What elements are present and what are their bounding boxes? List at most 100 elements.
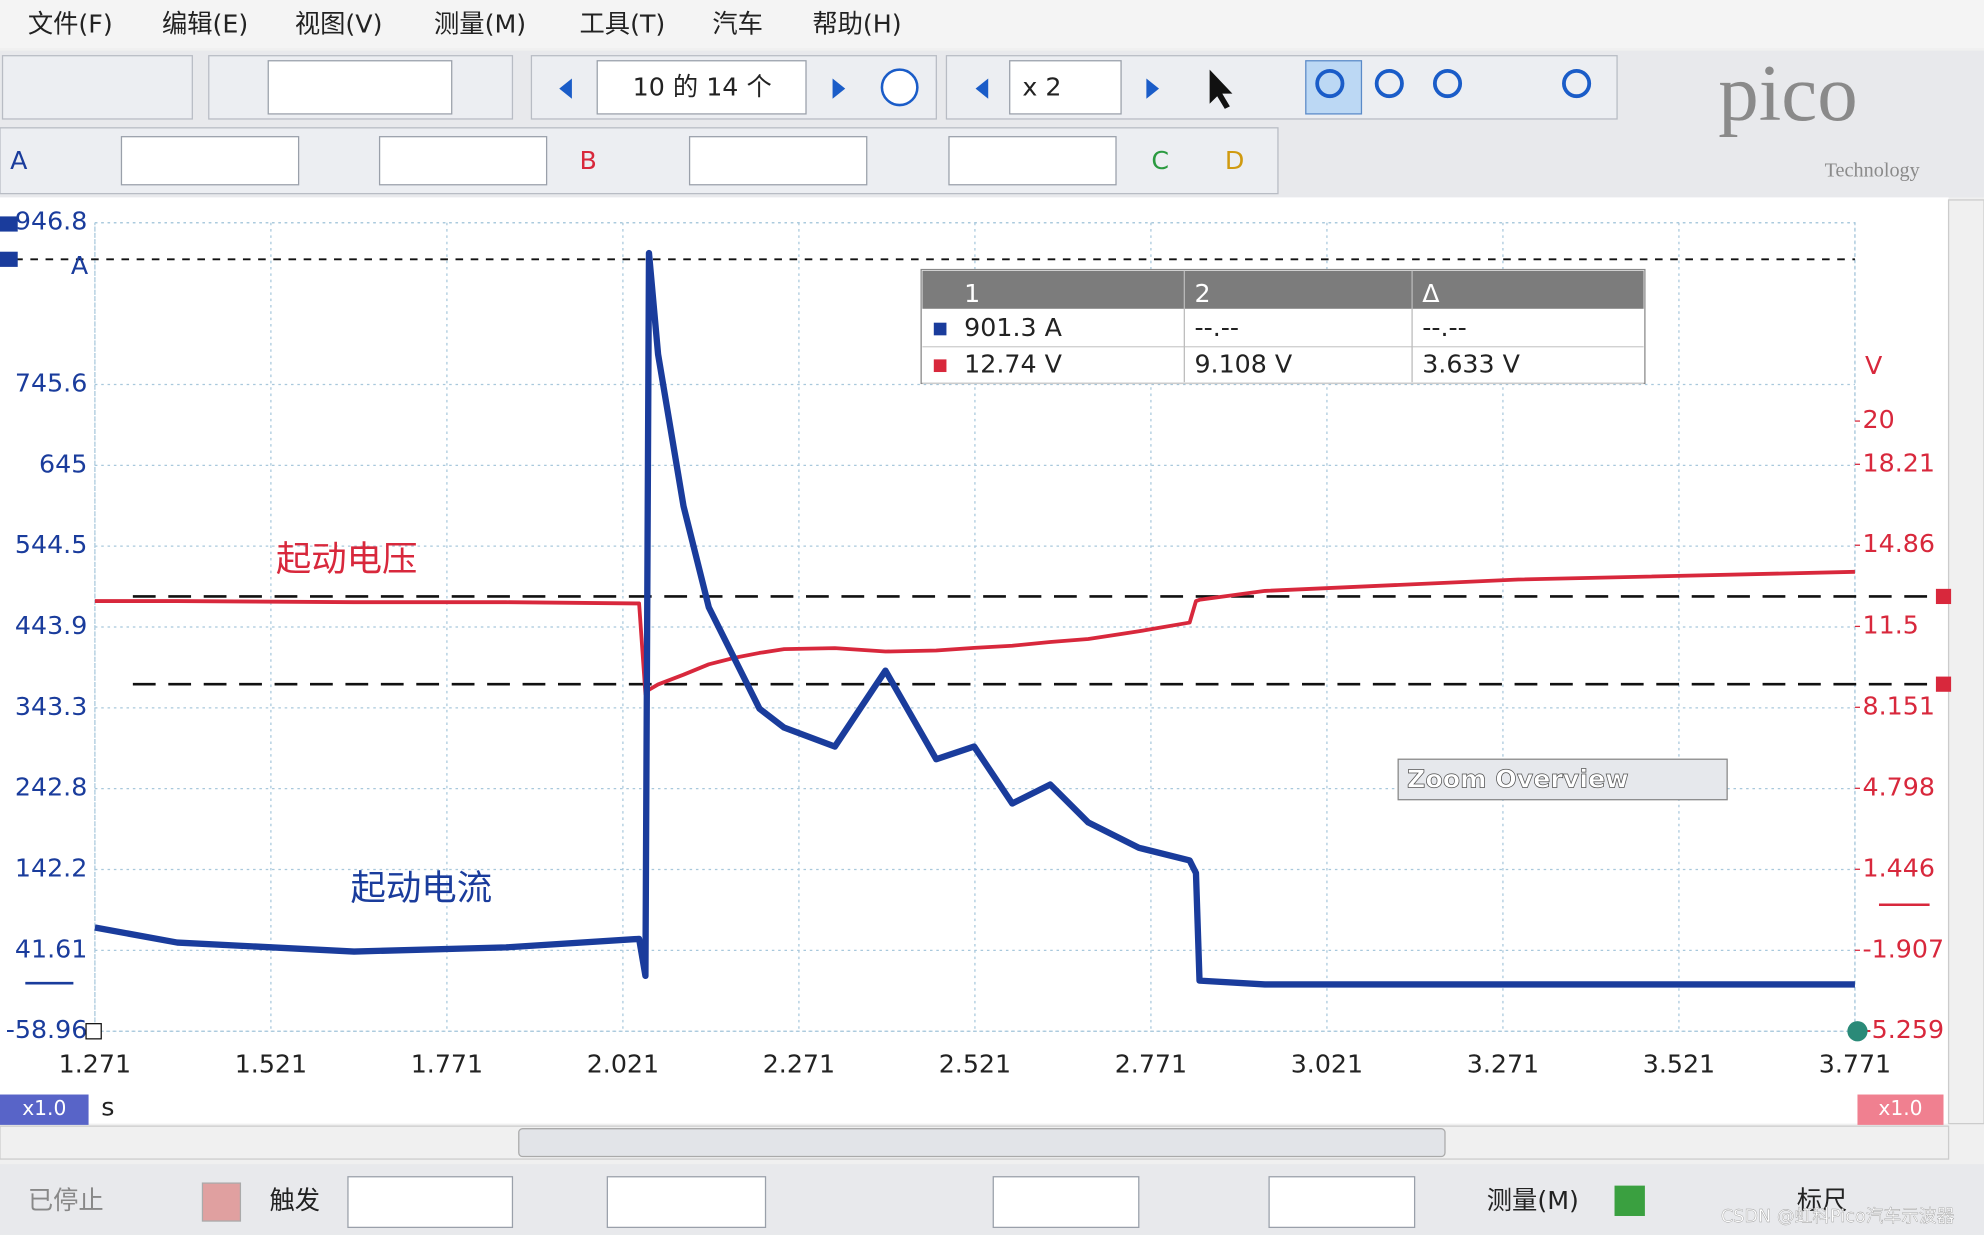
- x-tick-label: 3.521: [1643, 1049, 1715, 1078]
- x-tick-label: 1.521: [235, 1049, 307, 1078]
- y-tick-label: 946.8: [15, 207, 87, 236]
- status-bar: [0, 1164, 1984, 1235]
- measure-col-header: Δ: [1422, 279, 1440, 308]
- channel-button[interactable]: D: [1225, 146, 1244, 175]
- ruler-handle[interactable]: [1935, 588, 1952, 605]
- next[interactable]: [1146, 78, 1160, 99]
- y2-tick-label: -1.907: [1863, 934, 1945, 963]
- scroll-thumb[interactable]: [518, 1128, 1446, 1158]
- channel-button[interactable]: B: [580, 146, 597, 175]
- y-tick-label: -58.96: [6, 1015, 88, 1044]
- y-tick-label: 242.8: [15, 773, 87, 802]
- origin-marker: [85, 1023, 102, 1040]
- y-tick-label: 343.3: [15, 692, 87, 721]
- input[interactable]: [1268, 1176, 1416, 1229]
- annotation: 起动电流: [350, 868, 492, 908]
- x-scale-box: [0, 1094, 89, 1125]
- stop-button[interactable]: [201, 1182, 242, 1222]
- zoom-100-icon[interactable]: [1562, 68, 1592, 99]
- x-tick-label: 3.021: [1291, 1049, 1363, 1078]
- capture-box: [596, 60, 807, 115]
- zoom-factor: x 2: [1022, 73, 1061, 102]
- dropdown[interactable]: [688, 136, 868, 186]
- brand-sub: Technology: [1825, 160, 1921, 182]
- zoom-overview-title: Zoom Overview: [1407, 765, 1629, 794]
- compass[interactable]: [880, 68, 919, 107]
- measure-value: 12.74 V: [964, 350, 1062, 379]
- measure-col-header: 1: [964, 279, 980, 308]
- menu-item[interactable]: 编辑(E): [162, 9, 248, 38]
- tool-group[interactable]: [1, 55, 193, 120]
- trigger-label: 触发: [270, 1186, 321, 1215]
- watermark: CSDN @虹科Pico汽车示波器: [1721, 1206, 1955, 1227]
- prev[interactable]: [559, 78, 572, 99]
- y2-tick-label: -5.259: [1863, 1015, 1945, 1044]
- x-tick-label: 2.521: [939, 1049, 1011, 1078]
- capture-count: 10 的 14 个: [633, 73, 772, 102]
- ruler-handle[interactable]: [0, 251, 18, 267]
- y2-tick-label: 8.151: [1863, 691, 1935, 720]
- measure-value: 3.633 V: [1422, 350, 1520, 379]
- measure-label: 测量(M): [1487, 1186, 1579, 1215]
- zoom-in-icon[interactable]: [1374, 68, 1404, 99]
- series-line: [94, 569, 1855, 696]
- dropdown[interactable]: [347, 1176, 514, 1229]
- x-tick-label: 2.771: [1115, 1049, 1187, 1078]
- ruler-label: 标尺: [1797, 1186, 1848, 1215]
- menu-item[interactable]: 视图(V): [295, 9, 383, 38]
- dropdown[interactable]: [120, 136, 300, 186]
- y-tick-label: 443.9: [15, 611, 87, 640]
- dropdown[interactable]: [948, 136, 1117, 186]
- y2-tick-label: 20: [1863, 405, 1895, 434]
- y2-tick-label: 1.446: [1863, 853, 1935, 882]
- status-state: 已停止: [28, 1186, 104, 1215]
- x-tick-label: 3.771: [1819, 1049, 1891, 1078]
- menu-item[interactable]: 文件(F): [28, 9, 113, 38]
- measure-col-header: 2: [1194, 279, 1210, 308]
- brand-logo: pico: [1718, 48, 1857, 138]
- annotation: 起动电压: [276, 539, 418, 579]
- zoom-overview-panel[interactable]: [1397, 758, 1728, 801]
- menu-item[interactable]: 测量(M): [434, 9, 526, 38]
- zoom-active[interactable]: [1305, 60, 1363, 115]
- channel-button[interactable]: A: [10, 146, 28, 175]
- y-tick-label: 745.6: [15, 368, 87, 397]
- measure-value: --.--: [1194, 313, 1239, 342]
- series-line: [94, 249, 1855, 988]
- next[interactable]: [832, 78, 846, 99]
- measure-header: [922, 270, 1644, 309]
- x-tick-label: 1.271: [59, 1049, 131, 1078]
- zoom-icon[interactable]: [1315, 68, 1345, 99]
- row-swatch: [933, 359, 947, 373]
- y-tick-label: 142.2: [15, 854, 87, 883]
- add-measure[interactable]: [1614, 1185, 1645, 1216]
- input[interactable]: [992, 1176, 1140, 1229]
- x-unit: s: [101, 1092, 114, 1121]
- y2-tick-label: 18.21: [1863, 448, 1935, 477]
- zoom-box: [1009, 60, 1122, 115]
- dropdown[interactable]: [606, 1176, 767, 1229]
- y-unit: A: [71, 251, 89, 280]
- menu-item[interactable]: 汽车: [712, 9, 763, 38]
- menu-item[interactable]: 帮助(H): [812, 9, 901, 38]
- y-tick-label: 544.5: [15, 530, 87, 559]
- ruler-handle[interactable]: [1935, 676, 1952, 692]
- x-tick-label: 2.271: [763, 1049, 835, 1078]
- channel-button[interactable]: C: [1151, 146, 1169, 175]
- dropdown[interactable]: [378, 136, 548, 186]
- y-tick-label: 41.61: [15, 934, 87, 963]
- axis-handle[interactable]: [0, 216, 18, 232]
- dropdown[interactable]: [267, 60, 453, 115]
- y2-unit: V: [1865, 351, 1883, 380]
- row-swatch: [933, 322, 947, 336]
- pointer-icon[interactable]: [1209, 69, 1233, 109]
- y2-tick-label: 14.86: [1863, 529, 1935, 558]
- prev[interactable]: [975, 78, 989, 99]
- menu-bar: [0, 0, 1984, 49]
- y2-tick-label: 11.5: [1863, 610, 1919, 639]
- measure-value: 901.3 A: [964, 313, 1062, 342]
- v-scrollbar[interactable]: [1947, 199, 1984, 1125]
- menu-item[interactable]: 工具(T): [580, 9, 666, 38]
- zoom-out-icon[interactable]: [1432, 68, 1463, 99]
